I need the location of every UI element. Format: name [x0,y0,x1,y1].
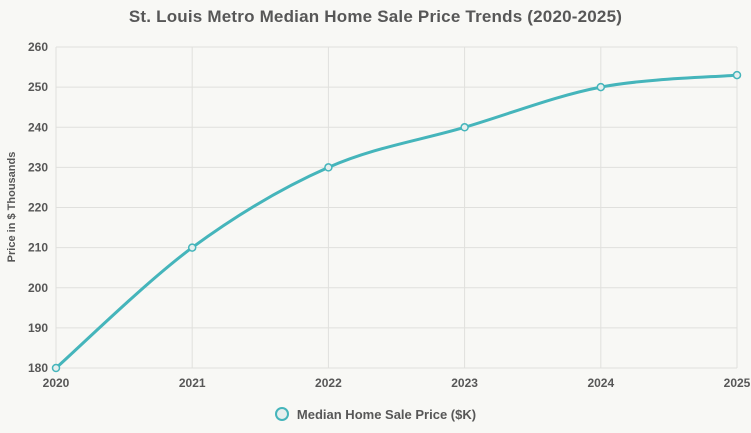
gridlines [55,46,738,369]
series-line [54,73,739,370]
y-tick-label: 260 [28,40,48,54]
data-point-marker [187,243,197,252]
x-tick-label: 2020 [43,376,70,390]
x-tick-label: 2023 [451,376,478,390]
data-point-marker [324,163,333,172]
data-point-marker [596,82,606,92]
y-tick-label: 240 [28,120,48,134]
x-tick-label: 2025 [724,376,751,390]
y-axis-label: Price in $ Thousands [6,152,18,263]
y-tick-label: 200 [28,281,48,295]
y-tick-label: 180 [28,361,48,375]
chart-title: St. Louis Metro Median Home Sale Price T… [128,7,623,26]
data-point-marker [460,123,469,132]
y-tick-label: 230 [28,160,48,174]
x-tick-label: 2022 [315,376,342,390]
y-tick-label: 190 [28,321,48,335]
legend-item[interactable]: Median Home Sale Price ($K) [274,406,477,422]
legend: Median Home Sale Price ($K) [0,395,751,433]
legend-label: Median Home Sale Price ($K) [296,406,477,422]
x-tick-label: 2024 [587,376,614,390]
y-tick-label: 210 [28,241,48,255]
data-point-marker [51,363,61,373]
line-chart: Price in $ Thousands 180 190 200 210 220 230 2… [6,40,751,390]
legend-marker-icon [274,407,289,421]
data-point-marker [732,70,742,80]
y-tick-label: 250 [28,80,48,94]
x-tick-label: 2021 [179,376,206,390]
y-tick-label: 220 [28,201,48,215]
